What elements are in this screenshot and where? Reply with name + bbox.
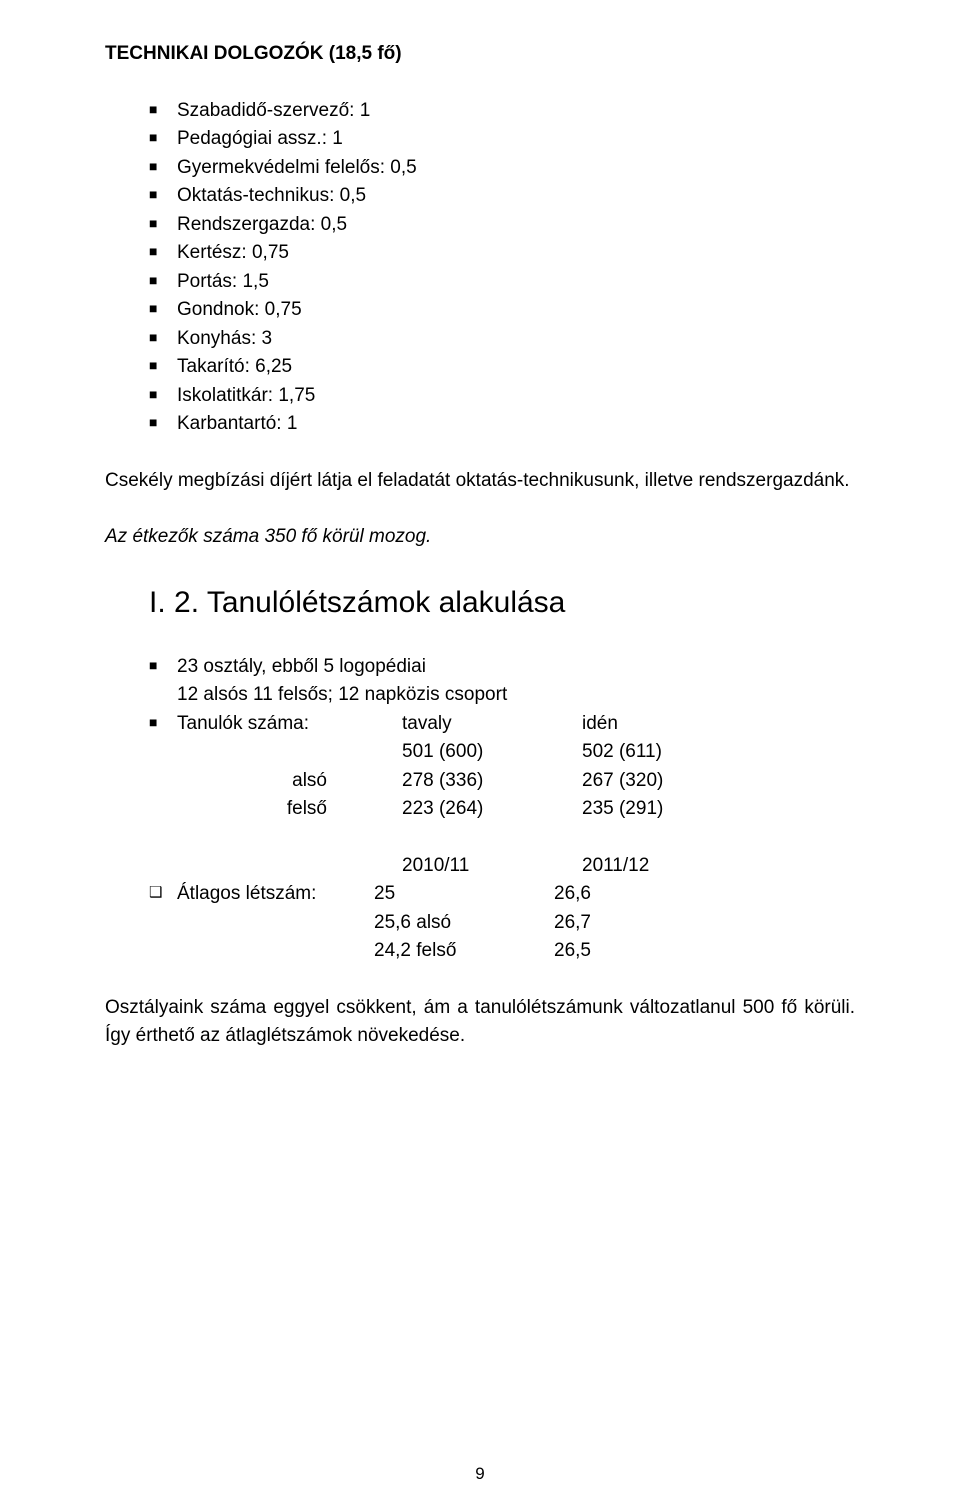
- avg-list: Átlagos létszám: 25 26,6: [105, 880, 855, 909]
- list-item: Konyhás: 3: [149, 325, 855, 354]
- also-left: 278 (336): [402, 767, 582, 796]
- avg-label: Átlagos létszám:: [177, 880, 374, 909]
- total-right: 502 (611): [582, 738, 662, 767]
- col-tavaly: tavaly: [402, 710, 582, 739]
- avg-spacer: [177, 852, 402, 881]
- avg3-right: 26,5: [554, 937, 591, 966]
- felso-left: 223 (264): [402, 795, 582, 824]
- page-number: 9: [0, 1461, 960, 1487]
- avg-block: 2010/11 2011/12 Átlagos létszám: 25 26,6…: [105, 852, 855, 966]
- list-item: Átlagos létszám: 25 26,6: [149, 880, 855, 909]
- avg2-left: 25,6 alsó: [374, 909, 554, 938]
- avg3-left: 24,2 felső: [374, 937, 554, 966]
- list-item: Szabadidő-szervező: 1: [149, 97, 855, 126]
- avg-year-right: 2011/12: [582, 852, 649, 881]
- list-item: Karbantartó: 1: [149, 410, 855, 439]
- list-item: Pedagógiai assz.: 1: [149, 125, 855, 154]
- list-item: Tanulók száma: tavaly idén: [149, 710, 855, 739]
- felso-right: 235 (291): [582, 795, 663, 824]
- list-item: Oktatás-technikus: 0,5: [149, 182, 855, 211]
- avg-year-left: 2010/11: [402, 852, 582, 881]
- also-label: alsó: [282, 767, 342, 796]
- list-item: 23 osztály, ebből 5 logopédiai: [149, 653, 855, 682]
- also-right: 267 (320): [582, 767, 663, 796]
- avg2-right: 26,7: [554, 909, 591, 938]
- class-info-list: 23 osztály, ebből 5 logopédiai: [105, 653, 855, 682]
- class-info-sub: 12 alsós 11 felsős; 12 napközis csoport: [105, 681, 855, 710]
- closing-paragraph: Osztályaink száma eggyel csökkent, ám a …: [105, 994, 855, 1051]
- list-item: Takarító: 6,25: [149, 353, 855, 382]
- felso-label: felső: [282, 795, 342, 824]
- students-list: Tanulók száma: tavaly idén: [105, 710, 855, 739]
- list-item: Iskolatitkár: 1,75: [149, 382, 855, 411]
- paragraph-italic: Az étkezők száma 350 fő körül mozog.: [105, 523, 855, 552]
- avg1-left: 25: [374, 880, 554, 909]
- list-item: Portás: 1,5: [149, 268, 855, 297]
- list-item: Gyermekvédelmi felelős: 0,5: [149, 154, 855, 183]
- students-label: Tanulók száma:: [177, 710, 402, 739]
- page-title: TECHNIKAI DOLGOZÓK (18,5 fő): [105, 40, 855, 69]
- total-left: 501 (600): [402, 738, 582, 767]
- section-header: I. 2. Tanulólétszámok alakulása: [105, 580, 855, 625]
- list-item: Rendszergazda: 0,5: [149, 211, 855, 240]
- students-table: 501 (600) 502 (611) alsó 278 (336) 267 (…: [105, 738, 855, 824]
- list-item: Kertész: 0,75: [149, 239, 855, 268]
- avg1-right: 26,6: [554, 880, 591, 909]
- staff-list: Szabadidő-szervező: 1 Pedagógiai assz.: …: [105, 97, 855, 439]
- paragraph: Csekély megbízási díjért látja el felada…: [105, 467, 855, 496]
- list-item: Gondnok: 0,75: [149, 296, 855, 325]
- col-iden: idén: [582, 710, 618, 739]
